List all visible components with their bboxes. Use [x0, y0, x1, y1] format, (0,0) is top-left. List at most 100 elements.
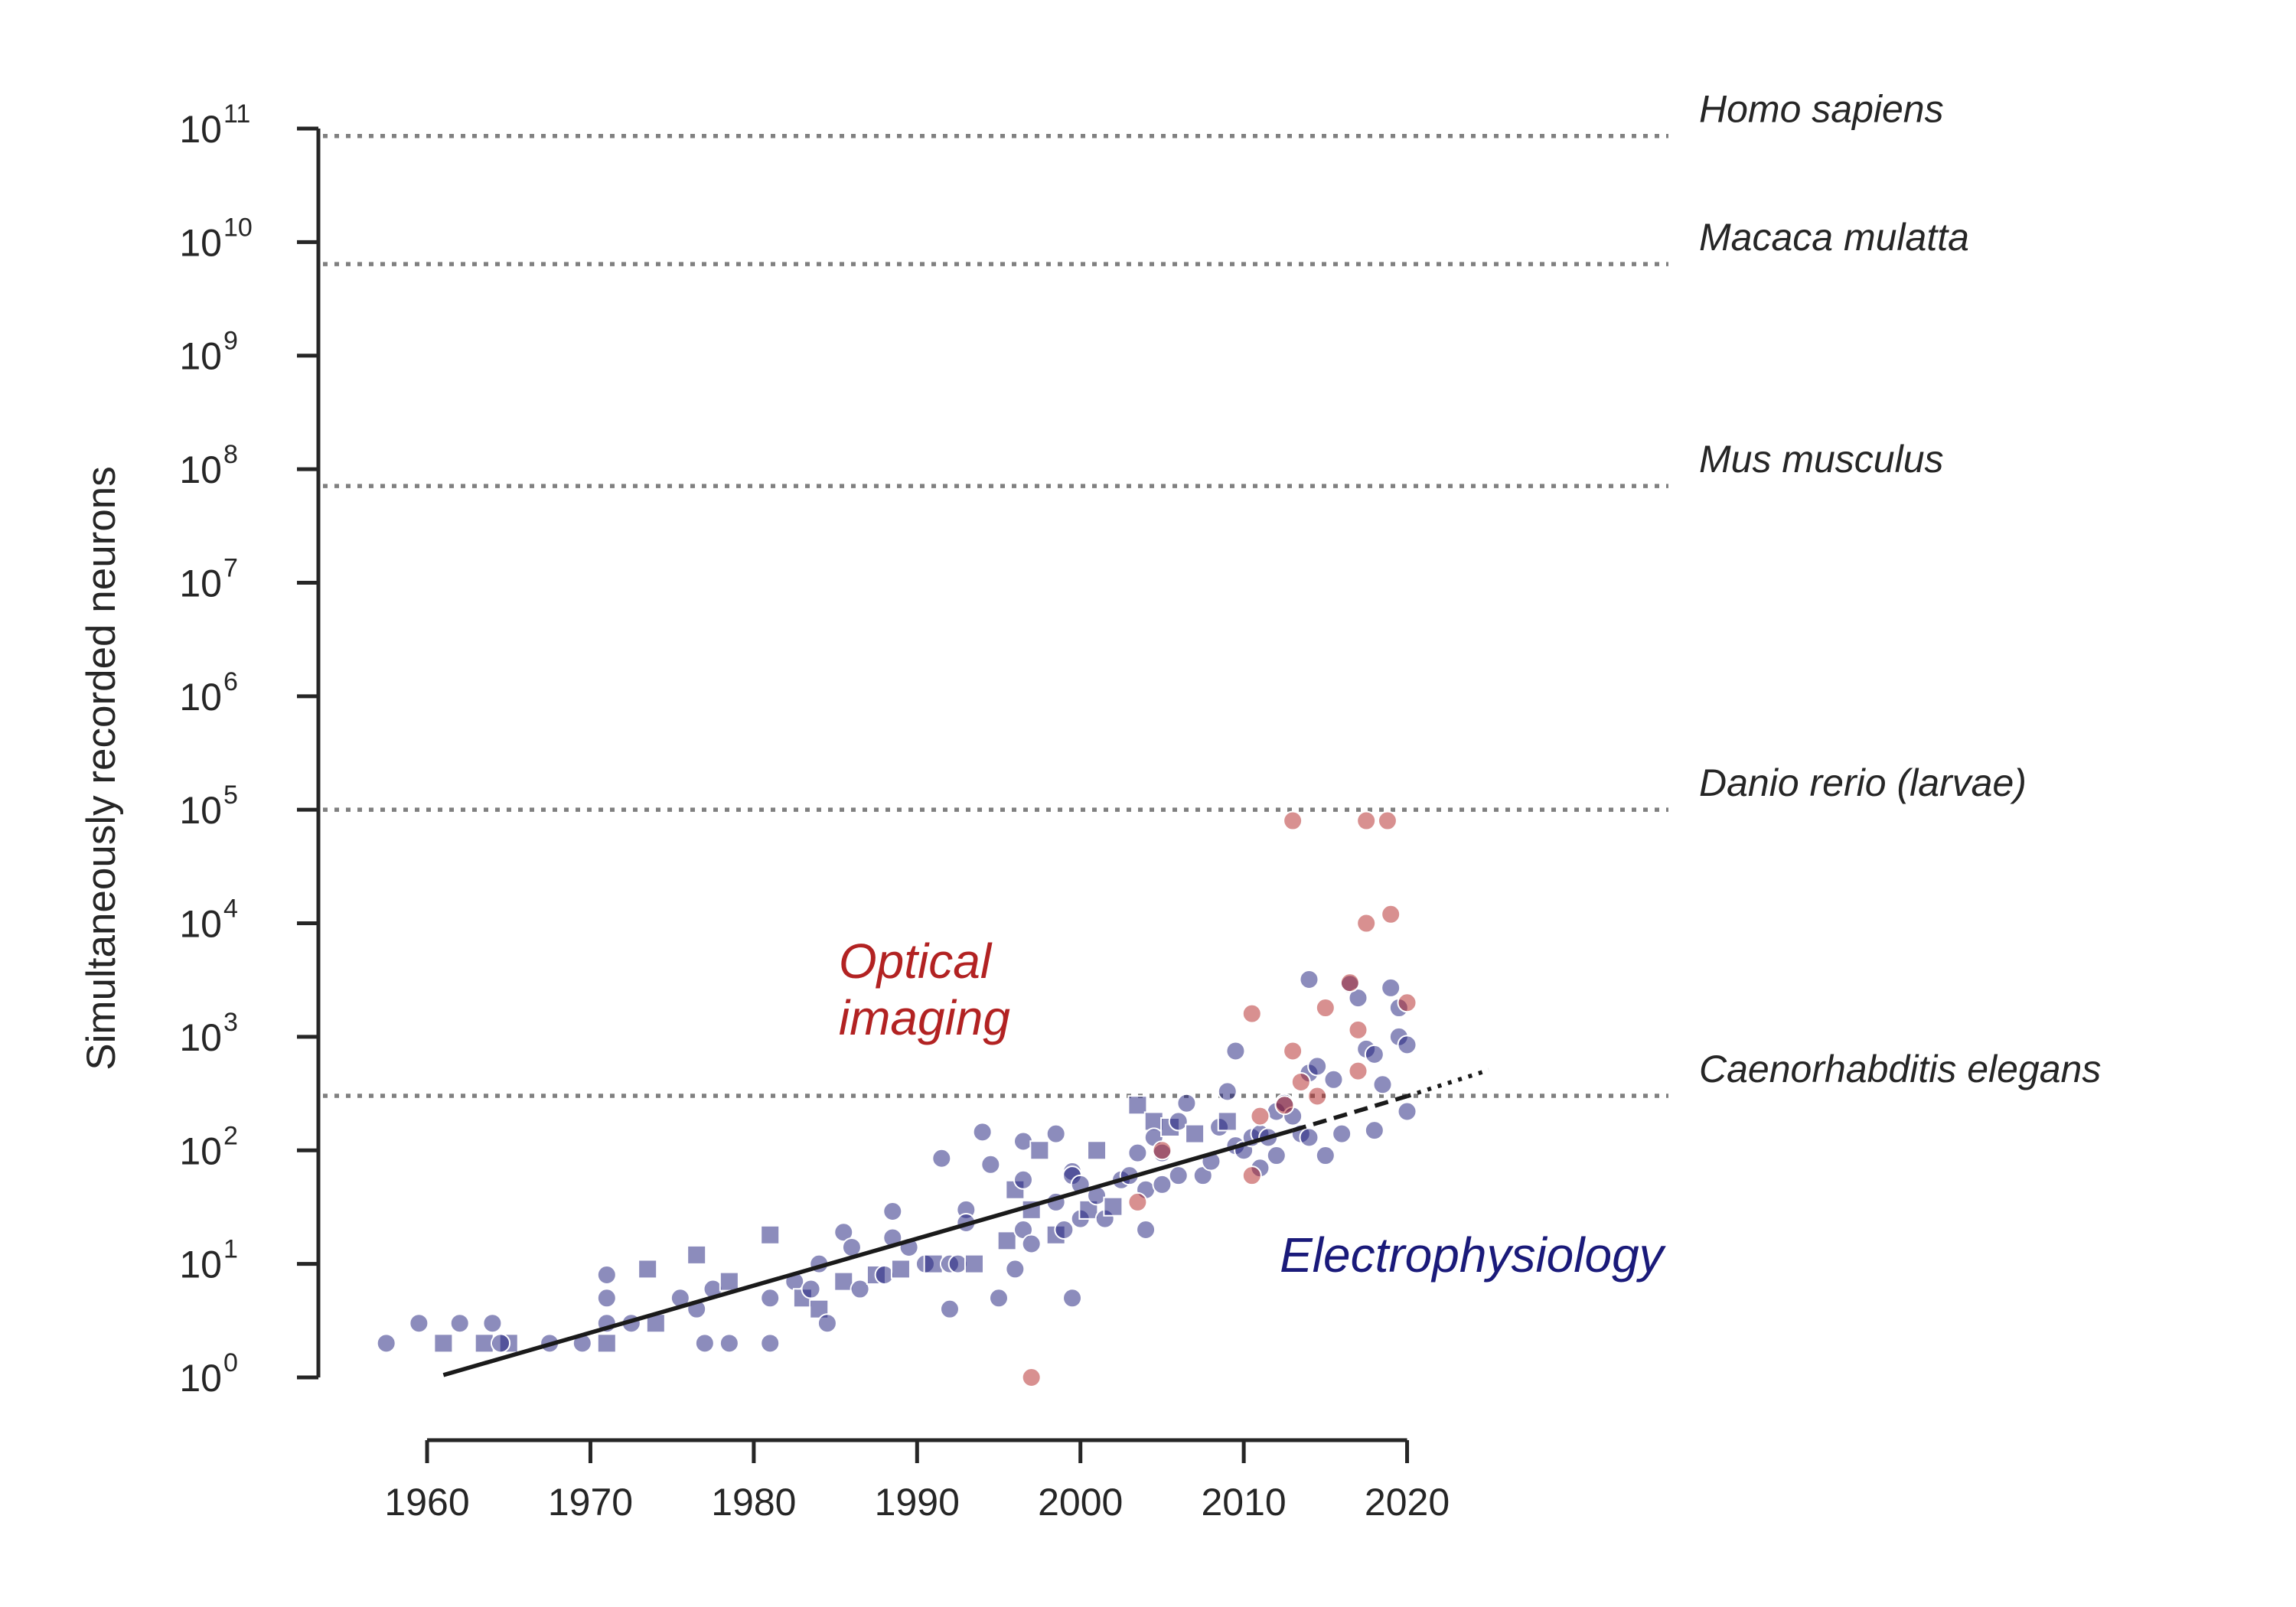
electrophysiology-point — [1225, 1041, 1246, 1061]
optical-imaging-point — [1283, 810, 1303, 831]
electrophysiology-point — [1266, 1146, 1287, 1166]
electrophysiology-point — [817, 1313, 837, 1334]
annotation: Electrophysiology — [1280, 1227, 1667, 1283]
reference-lines: Homo sapiens Macaca mulatta Mus musculus Da… — [323, 88, 2101, 1098]
electrophysiology-point — [1348, 988, 1368, 1009]
y-tick-label: 10 — [179, 676, 222, 719]
species-label: Caenorhabditis elegans — [1699, 1048, 2101, 1090]
x-tick-label: 2000 — [1038, 1481, 1123, 1524]
x-tick-label: 2020 — [1365, 1481, 1450, 1524]
electrophysiology-point — [1168, 1111, 1189, 1132]
y-tick-exponent: 4 — [223, 895, 238, 924]
electrophysiology-point — [1299, 969, 1319, 989]
electrophysiology-point — [1217, 1081, 1238, 1102]
y-tick-label: 10 — [179, 108, 222, 151]
electrophysiology-point — [1364, 1120, 1384, 1141]
electrophysiology-point — [1005, 1259, 1026, 1279]
electrophysiology-point — [1062, 1288, 1083, 1309]
electrophysiology-point — [719, 1271, 739, 1292]
y-tick-label: 10 — [179, 448, 222, 491]
optical-imaging-point — [1241, 1165, 1262, 1186]
y-tick-exponent: 5 — [223, 781, 238, 810]
electrophysiology-point — [1087, 1140, 1107, 1161]
electrophysiology-point — [1127, 1143, 1148, 1163]
data-points — [376, 810, 1417, 1387]
electrophysiology-point — [989, 1288, 1009, 1309]
electrophysiology-point — [1045, 1123, 1066, 1144]
electrophysiology-point — [1315, 1146, 1336, 1166]
electrophysiology-point — [850, 1279, 870, 1299]
electrophysiology-point — [1397, 1101, 1417, 1122]
optical-imaging-point — [1283, 1041, 1303, 1061]
electrophysiology-point — [719, 1333, 739, 1354]
electrophysiology-point — [1185, 1123, 1205, 1144]
y-tick-label: 10 — [179, 562, 222, 605]
electrophysiology-point — [1332, 1123, 1352, 1144]
y-tick-label: 10 — [179, 1357, 222, 1400]
annotation: Optical imaging — [839, 934, 1011, 1045]
electrophysiology-point — [687, 1244, 707, 1265]
y-axis-label: Simultaneously recorded neurons — [79, 466, 124, 1071]
y-tick-label: 10 — [179, 221, 222, 264]
optical-imaging-point — [1397, 993, 1417, 1013]
electrophysiology-point — [1381, 977, 1401, 998]
optical-imaging-point — [1348, 1019, 1368, 1040]
electrophysiology-point — [1021, 1234, 1042, 1254]
electrophysiology-point — [833, 1271, 854, 1292]
trend-line-dashed — [1292, 1094, 1408, 1133]
electrophysiology-point — [931, 1148, 952, 1169]
x-tick-label: 1960 — [384, 1481, 469, 1524]
species-label: Macaca mulatta — [1699, 216, 1969, 259]
trend-line-solid — [442, 1128, 1293, 1377]
electrophysiology-point — [491, 1333, 511, 1354]
electrophysiology-point — [996, 1231, 1017, 1251]
y-tick-exponent: 1 — [223, 1235, 238, 1264]
electrophysiology-point — [482, 1313, 503, 1334]
electrophysiology-point — [1307, 1056, 1328, 1077]
electrophysiology-point — [433, 1333, 454, 1354]
electrophysiology-point — [882, 1201, 903, 1222]
electrophysiology-point — [1152, 1174, 1172, 1195]
species-label: Danio rerio (larvae) — [1699, 761, 2027, 804]
optical-imaging-point — [1381, 904, 1401, 924]
species-label: Mus musculus — [1699, 438, 1944, 481]
electrophysiology-point — [1323, 1069, 1344, 1090]
optical-imaging-point — [1356, 913, 1377, 934]
electrophysiology-point — [1372, 1074, 1393, 1095]
electrophysiology-point — [760, 1333, 781, 1354]
electrophysiology-point — [409, 1313, 429, 1334]
electrophysiology-point — [980, 1154, 1001, 1175]
y-tick-exponent: 0 — [223, 1348, 238, 1377]
electrophysiology-point — [1176, 1093, 1197, 1113]
optical-imaging-point — [1377, 810, 1397, 831]
optical-imaging-point — [1250, 1106, 1270, 1126]
y-tick-label: 10 — [179, 789, 222, 832]
electrophysiology-point — [449, 1313, 470, 1334]
electrophysiology-point — [964, 1253, 984, 1274]
electrophysiology-point — [1364, 1044, 1384, 1064]
y-tick-exponent: 11 — [223, 99, 250, 129]
electrophysiology-point — [760, 1224, 781, 1245]
electrophysiology-point — [890, 1259, 911, 1279]
electrophysiology-point — [1103, 1196, 1124, 1217]
electrophysiology-point — [760, 1288, 781, 1309]
optical-imaging-point — [1339, 973, 1360, 993]
y-tick-exponent: 2 — [223, 1121, 238, 1150]
electrophysiology-point — [1127, 1095, 1148, 1116]
electrophysiology-point — [376, 1333, 396, 1354]
optical-imaging-point — [1021, 1367, 1042, 1387]
trend-line-dotted — [1406, 1068, 1490, 1099]
optical-imaging-point — [1356, 810, 1377, 831]
optical-imaging-point — [1241, 1003, 1262, 1024]
electrophysiology-point — [1136, 1219, 1156, 1240]
electrophysiology-point — [1029, 1140, 1050, 1161]
y-tick-label: 10 — [179, 1244, 222, 1286]
annotation-line: imaging — [839, 990, 1011, 1045]
species-label: Homo sapiens — [1699, 88, 1944, 131]
optical-imaging-point — [1152, 1140, 1172, 1161]
x-tick-label: 1980 — [711, 1481, 796, 1524]
electrophysiology-point — [596, 1288, 617, 1309]
